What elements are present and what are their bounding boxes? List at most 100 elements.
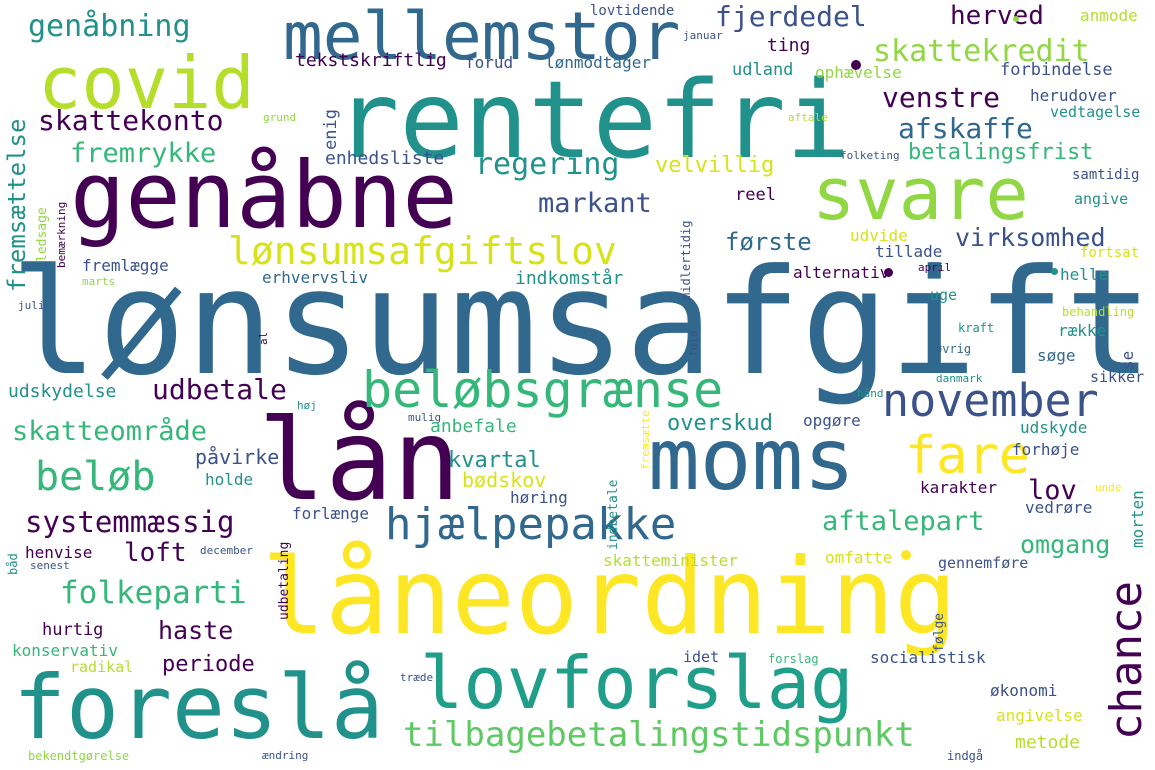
word-kraft: kraft bbox=[958, 321, 995, 335]
word-lovforslag: lovforslag bbox=[420, 641, 854, 725]
word-lov: lov bbox=[1028, 475, 1077, 506]
word-november: november bbox=[882, 374, 1099, 427]
word-se: se bbox=[1118, 350, 1137, 370]
word-kvartal: kvartal bbox=[448, 448, 541, 473]
word-lonsumsafgiftslov: lønsumsafgiftslov bbox=[228, 229, 617, 273]
word-ophaevelse: ophævelse bbox=[815, 63, 902, 82]
word-behandling: behandling bbox=[1062, 305, 1135, 319]
dot-mark bbox=[851, 60, 861, 70]
word-indbetale: indbetale bbox=[606, 479, 621, 550]
word-tilbagebetalingstidspunkt: tilbagebetalingstidspunkt bbox=[403, 715, 915, 755]
word-periode: periode bbox=[162, 652, 255, 677]
word-overskud: overskud bbox=[667, 411, 773, 436]
word-folketing: folketing bbox=[840, 149, 900, 162]
word-moms: moms bbox=[648, 410, 856, 510]
word-haste: haste bbox=[158, 616, 234, 645]
word-venstre: venstre bbox=[882, 81, 1001, 114]
word-idet: idet bbox=[683, 648, 720, 666]
word-anmode: anmode bbox=[1080, 6, 1138, 25]
word-erhvervsliv: erhvervsliv bbox=[262, 268, 368, 287]
word-fremsaettelse: fremsættelse bbox=[3, 118, 31, 292]
word-omfatte: omfatte bbox=[825, 548, 893, 567]
word-forhoje: forhøje bbox=[1012, 440, 1080, 459]
word-belob: beløb bbox=[35, 454, 156, 500]
word-april: april bbox=[918, 261, 952, 274]
word-fremsaette: fremsætte bbox=[639, 410, 652, 470]
word-ting: ting bbox=[767, 35, 811, 56]
word-forslag: forslag bbox=[768, 652, 819, 666]
word-senest: senest bbox=[30, 559, 70, 572]
word-vedtagelse: vedtagelse bbox=[1050, 103, 1141, 121]
word-angivelse: angivelse bbox=[996, 706, 1083, 725]
word-konservativ: konservativ bbox=[12, 641, 118, 660]
word-virksomhed: virksomhed bbox=[955, 223, 1106, 252]
word-helle: helle bbox=[1060, 265, 1109, 284]
word-genabne: genåbne bbox=[70, 142, 458, 249]
word-udvide: udvide bbox=[850, 226, 908, 245]
word-okonomi: økonomi bbox=[990, 681, 1058, 700]
word-metode: metode bbox=[1015, 732, 1081, 753]
word-fremlaegge: fremlægge bbox=[82, 256, 169, 275]
word-skattekonto: skattekonto bbox=[38, 104, 224, 137]
word-forlaenge: forlænge bbox=[292, 504, 370, 523]
word-gennemfore: gennemføre bbox=[938, 554, 1029, 572]
word-unde: unde bbox=[1095, 481, 1122, 494]
word-laneordning: låneordning bbox=[262, 536, 958, 658]
word-foresla: foreslå bbox=[13, 656, 384, 759]
word-mellemstor: mellemstor bbox=[283, 0, 681, 75]
word-aftale: aftale bbox=[788, 111, 828, 124]
dot-mark bbox=[1051, 268, 1058, 275]
word-ledsage: ledsage bbox=[35, 207, 50, 262]
word-forud: forud bbox=[465, 53, 514, 72]
word-juli: juli bbox=[18, 299, 45, 312]
word-lovtidende: lovtidende bbox=[590, 3, 675, 19]
word-hurtig: hurtig bbox=[42, 620, 104, 640]
word-opgore: opgøre bbox=[803, 411, 861, 430]
word-karakter: karakter bbox=[920, 478, 998, 497]
word-regering: regering bbox=[475, 147, 620, 182]
word-folkeparti: folkeparti bbox=[60, 575, 247, 611]
word-hoj: høj bbox=[297, 399, 317, 412]
word-december: december bbox=[200, 544, 253, 557]
word-chance: chance bbox=[1101, 581, 1152, 740]
word-indkomstar: indkomstår bbox=[515, 268, 624, 289]
word-covid: covid bbox=[38, 41, 255, 125]
word-udskyde: udskyde bbox=[1020, 418, 1088, 437]
word-raekke: række bbox=[1058, 321, 1107, 340]
word-sikker: sikker bbox=[1090, 368, 1145, 386]
word-velvillig: velvillig bbox=[655, 153, 775, 178]
word-skatteminister: skatteminister bbox=[603, 551, 738, 570]
word-fremrykke: fremrykke bbox=[70, 138, 217, 169]
word-reel: reel bbox=[735, 185, 776, 205]
word-forste: første bbox=[725, 228, 812, 256]
word-indga: indgå bbox=[947, 749, 984, 763]
dot-mark bbox=[901, 550, 911, 560]
word-lonmodtager: lønmodtager bbox=[545, 53, 651, 72]
word-marts: marts bbox=[82, 275, 116, 288]
word-loft: loft bbox=[124, 538, 187, 568]
word-bekendtgorelse: bekendtgørelse bbox=[28, 749, 130, 763]
word-midlertidig: midlertidig bbox=[679, 220, 693, 300]
word-skattekredit: skattekredit bbox=[873, 34, 1090, 69]
word-svare: svare bbox=[812, 152, 1029, 236]
word-bad: båd bbox=[6, 553, 20, 575]
word-alternativ: alternativ bbox=[793, 263, 890, 282]
word-grund: grund bbox=[263, 111, 297, 124]
word-folge: følge bbox=[932, 612, 947, 652]
word-bemaerkning: bemærkning bbox=[55, 201, 68, 268]
word-udskydelse: udskydelse bbox=[8, 381, 117, 402]
word-mulig: mulig bbox=[408, 411, 442, 424]
word-tekstskriftlig: tekstskriftlig bbox=[295, 50, 447, 71]
word-samtidig: samtidig bbox=[1072, 167, 1140, 183]
word-vedrore: vedrøre bbox=[1025, 498, 1093, 517]
dot-mark bbox=[884, 268, 893, 277]
word-udbetaling: udbetaling bbox=[277, 541, 292, 620]
word-morten: morten bbox=[1128, 490, 1147, 548]
word-socialistisk: socialistisk bbox=[870, 648, 986, 667]
word-tillade: tillade bbox=[875, 242, 943, 261]
word-enhedsliste: enhedsliste bbox=[325, 148, 445, 169]
word-uge: uge bbox=[930, 286, 958, 304]
word-ovrig: øvrig bbox=[935, 342, 972, 356]
word-udbetale: udbetale bbox=[152, 373, 287, 406]
